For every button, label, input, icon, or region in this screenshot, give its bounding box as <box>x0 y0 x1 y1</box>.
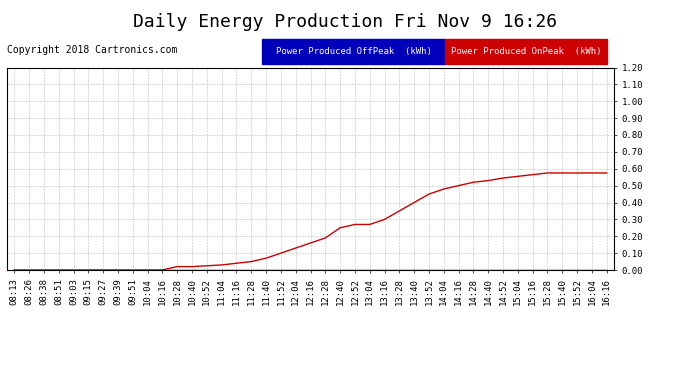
Text: Daily Energy Production Fri Nov 9 16:26: Daily Energy Production Fri Nov 9 16:26 <box>133 13 557 31</box>
Text: Power Produced OffPeak  (kWh): Power Produced OffPeak (kWh) <box>276 47 431 56</box>
Text: Copyright 2018 Cartronics.com: Copyright 2018 Cartronics.com <box>7 45 177 55</box>
Text: Power Produced OnPeak  (kWh): Power Produced OnPeak (kWh) <box>451 47 602 56</box>
